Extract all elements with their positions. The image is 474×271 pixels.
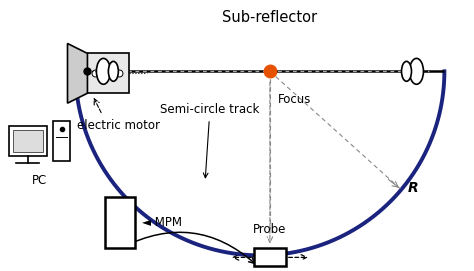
Bar (53, 121, 71, 161)
Bar (105, 197, 135, 249)
Bar (254, 249, 286, 266)
Text: PC: PC (32, 174, 47, 187)
Ellipse shape (109, 62, 118, 81)
Text: Focus: Focus (278, 93, 311, 106)
Text: ◄ MPM: ◄ MPM (142, 216, 182, 229)
Polygon shape (67, 43, 87, 103)
Text: Semi-circle track: Semi-circle track (160, 103, 260, 178)
Bar (13, 130, 43, 152)
Bar (9, 126, 46, 156)
Ellipse shape (410, 58, 423, 84)
Bar (87, 53, 129, 93)
Ellipse shape (96, 58, 110, 84)
Text: electric motor: electric motor (77, 119, 161, 132)
Text: R: R (407, 181, 418, 195)
Text: Sub-reflector: Sub-reflector (222, 10, 318, 25)
Ellipse shape (401, 62, 411, 81)
Text: Probe: Probe (253, 224, 287, 237)
